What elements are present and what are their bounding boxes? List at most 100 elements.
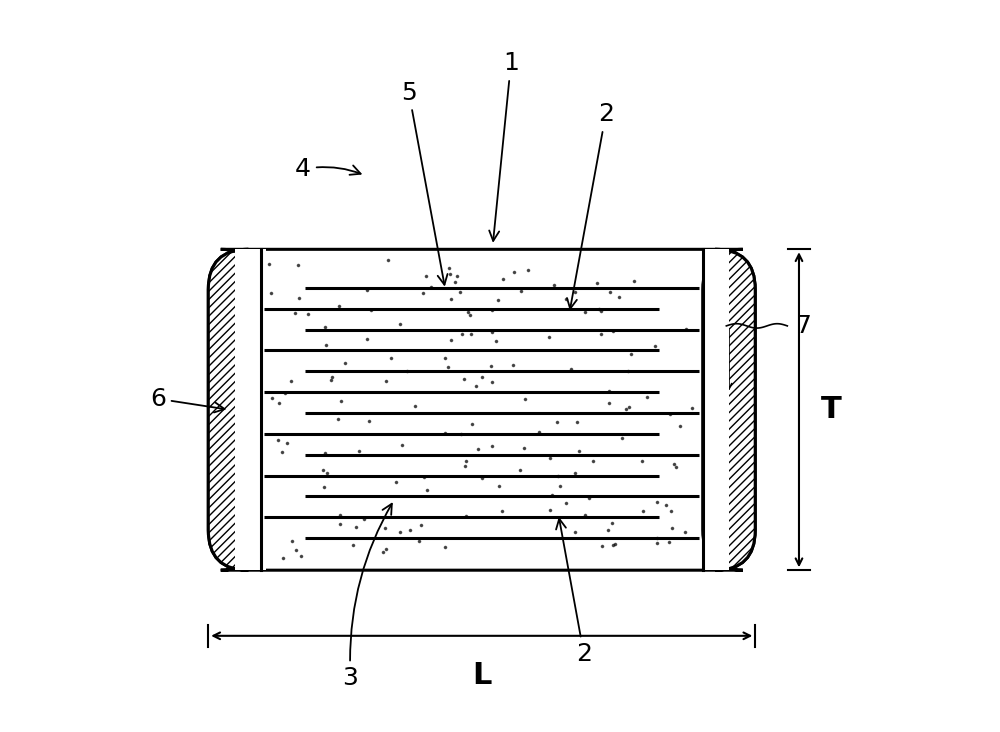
Point xyxy=(470,443,486,455)
Point xyxy=(275,552,291,564)
Point xyxy=(672,420,688,432)
Text: T: T xyxy=(821,395,842,425)
Point xyxy=(474,371,490,383)
Point xyxy=(591,304,607,315)
Point xyxy=(474,472,490,484)
Point xyxy=(605,539,621,550)
Point xyxy=(377,522,393,534)
Point xyxy=(277,386,293,398)
Point xyxy=(443,293,459,305)
Point xyxy=(550,471,566,482)
Point xyxy=(542,504,558,516)
Point xyxy=(447,277,463,288)
Point xyxy=(506,266,522,277)
Point xyxy=(605,325,621,337)
Point xyxy=(411,535,427,547)
Point xyxy=(460,306,476,318)
Point xyxy=(348,521,364,533)
FancyBboxPatch shape xyxy=(208,250,261,570)
Point xyxy=(639,391,655,403)
Point xyxy=(330,413,346,425)
Point xyxy=(453,428,469,440)
Point xyxy=(494,506,510,518)
Point xyxy=(623,348,639,360)
Point xyxy=(287,307,303,319)
Point xyxy=(602,285,618,297)
Point xyxy=(423,281,439,293)
Point xyxy=(317,447,333,459)
Point xyxy=(577,306,593,318)
Point xyxy=(333,395,349,406)
Point xyxy=(600,523,616,535)
Point xyxy=(437,427,453,439)
Point xyxy=(567,526,583,538)
Point xyxy=(415,287,431,299)
Point xyxy=(337,357,353,369)
Point xyxy=(345,539,361,551)
Point xyxy=(402,524,418,536)
Point xyxy=(593,328,609,340)
FancyBboxPatch shape xyxy=(208,250,755,570)
Point xyxy=(607,538,623,550)
Point xyxy=(300,309,316,321)
Text: 4: 4 xyxy=(295,157,361,181)
Point xyxy=(542,452,558,464)
Point xyxy=(549,417,565,428)
Point xyxy=(443,335,459,346)
Point xyxy=(512,464,528,476)
Point xyxy=(263,288,279,299)
Point xyxy=(567,468,583,479)
Text: 1: 1 xyxy=(489,51,519,241)
Point xyxy=(634,455,650,467)
Point xyxy=(517,393,533,405)
Text: 3: 3 xyxy=(343,504,392,690)
Point xyxy=(456,373,472,384)
Point xyxy=(283,376,299,387)
Point xyxy=(567,286,583,298)
Point xyxy=(484,304,500,315)
Point xyxy=(581,492,597,504)
Point xyxy=(274,447,290,458)
Point xyxy=(668,461,684,473)
Point xyxy=(577,509,593,521)
Point xyxy=(332,509,348,520)
Point xyxy=(520,264,536,275)
Point xyxy=(604,518,620,529)
Point xyxy=(484,376,500,388)
Point xyxy=(614,432,630,444)
Point xyxy=(359,333,375,345)
Point xyxy=(684,403,700,414)
Point xyxy=(351,446,367,458)
Point xyxy=(419,484,435,496)
Point xyxy=(331,300,347,312)
Point xyxy=(441,262,457,274)
Point xyxy=(516,443,532,455)
Point xyxy=(290,259,306,271)
Point xyxy=(546,279,562,291)
Point xyxy=(491,480,507,492)
Point xyxy=(291,293,307,305)
Point xyxy=(284,536,300,548)
Point xyxy=(383,352,399,364)
Point xyxy=(359,285,375,296)
Point xyxy=(317,321,333,332)
Point xyxy=(356,513,372,525)
Point xyxy=(649,532,665,544)
Point xyxy=(484,326,500,337)
Point xyxy=(663,506,679,518)
Point xyxy=(392,318,408,330)
Point xyxy=(463,328,479,340)
Point xyxy=(601,386,617,397)
Point xyxy=(378,376,394,387)
Point xyxy=(288,545,304,556)
Point xyxy=(585,455,601,467)
Point xyxy=(394,439,410,451)
Point xyxy=(363,305,379,316)
Point xyxy=(413,519,429,531)
Point xyxy=(563,363,579,375)
Point xyxy=(571,445,587,457)
Point xyxy=(677,526,693,537)
Text: 5: 5 xyxy=(401,81,448,285)
Point xyxy=(505,359,521,370)
Point xyxy=(661,537,677,548)
